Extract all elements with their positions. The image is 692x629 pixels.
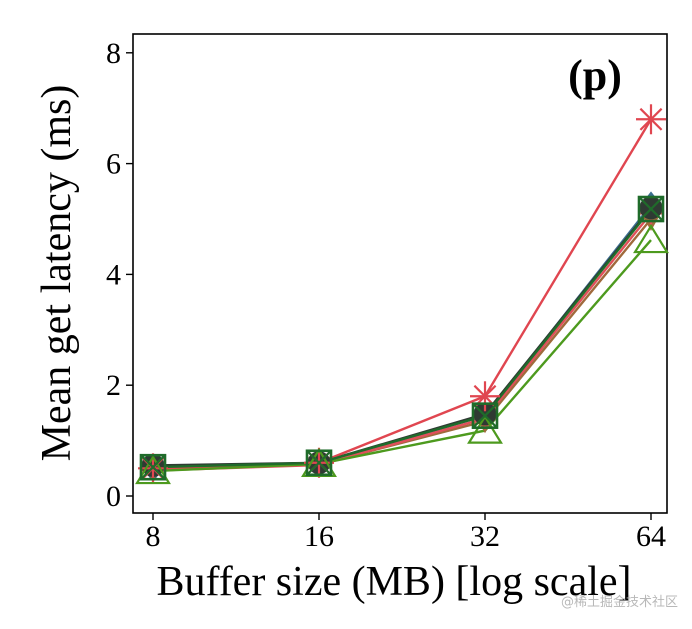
y-axis: 0 2 4 6 8 xyxy=(106,37,133,513)
data-point-series-7-x64 xyxy=(637,195,665,223)
x-tick-label: 32 xyxy=(470,520,500,553)
data-point-series-6-x8 xyxy=(135,454,171,485)
x-tick-label: 64 xyxy=(636,520,666,553)
series-lines xyxy=(152,118,653,473)
series-line-series-2 xyxy=(152,218,652,471)
y-tick-label: 2 xyxy=(106,369,121,402)
y-tick-label: 4 xyxy=(106,258,121,291)
x-tick-label: 8 xyxy=(146,520,161,553)
series-line-series-4 xyxy=(152,207,652,467)
series-line-series-6 xyxy=(152,239,652,473)
y-tick-label: 8 xyxy=(106,37,121,70)
x-axis: 8 16 32 64 xyxy=(146,513,666,553)
data-point-series-6-x32 xyxy=(467,414,503,444)
x-tick-label: 16 xyxy=(304,520,334,553)
series-line-series-7 xyxy=(152,208,652,469)
series-line-series-3 xyxy=(152,212,652,472)
data-point-series-5-x64 xyxy=(636,104,666,135)
data-point-series-7-x32 xyxy=(471,402,499,429)
series-line-series-5 xyxy=(152,118,653,470)
data-point-series-7-x8 xyxy=(139,453,167,481)
data-point-series-6-x64 xyxy=(633,223,669,254)
y-tick-label: 0 xyxy=(106,480,121,513)
data-point-series-5-x32 xyxy=(470,381,500,412)
data-point-series-7-x16 xyxy=(305,449,333,477)
watermark: @稀土掘金技术社区 xyxy=(561,594,678,610)
y-tick-label: 6 xyxy=(106,148,121,181)
y-axis-label: Mean get latency (ms) xyxy=(34,85,80,462)
x-axis-label: Buffer size (MB) [log scale] xyxy=(156,559,631,605)
series-markers xyxy=(135,104,669,485)
panel-label: (p) xyxy=(568,51,622,100)
plot-frame xyxy=(132,33,668,514)
